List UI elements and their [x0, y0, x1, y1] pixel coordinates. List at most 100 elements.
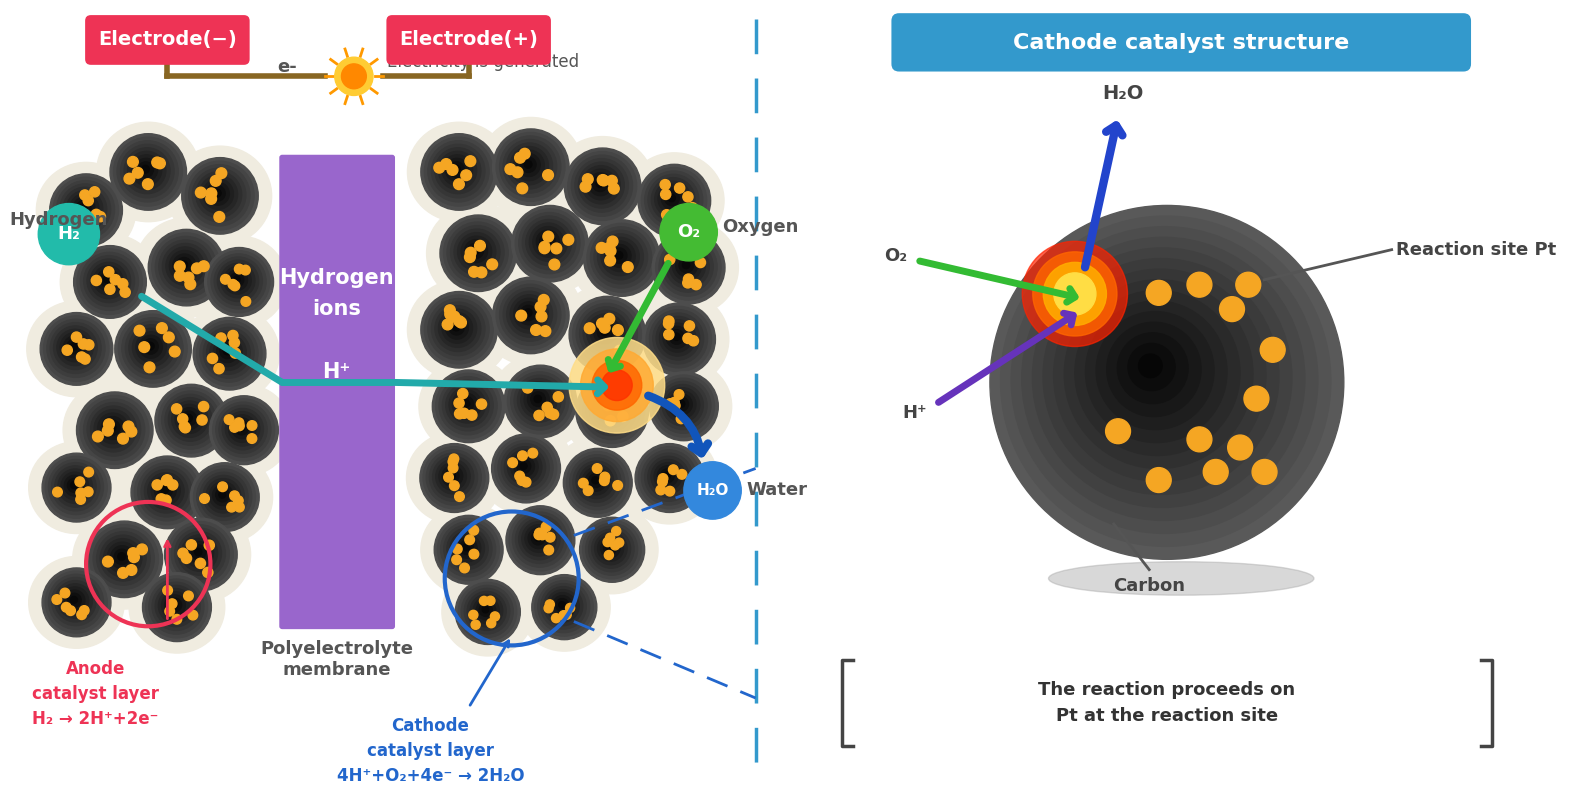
Circle shape — [477, 600, 496, 620]
Circle shape — [104, 276, 112, 283]
Circle shape — [428, 299, 490, 360]
Circle shape — [151, 233, 220, 302]
Ellipse shape — [72, 509, 176, 609]
Circle shape — [50, 174, 123, 247]
Circle shape — [57, 181, 115, 239]
Circle shape — [666, 399, 675, 408]
Circle shape — [430, 453, 477, 501]
Circle shape — [652, 232, 726, 304]
Circle shape — [645, 453, 693, 501]
Circle shape — [600, 476, 609, 486]
Text: O₂: O₂ — [885, 247, 908, 265]
Circle shape — [143, 339, 159, 354]
Circle shape — [445, 316, 469, 339]
Circle shape — [449, 312, 460, 322]
Circle shape — [634, 444, 704, 512]
Circle shape — [102, 556, 113, 567]
Circle shape — [683, 192, 693, 202]
Circle shape — [453, 534, 480, 562]
Circle shape — [584, 486, 593, 495]
Circle shape — [658, 184, 688, 213]
Circle shape — [593, 321, 617, 344]
Circle shape — [661, 210, 672, 220]
Circle shape — [658, 477, 667, 487]
Circle shape — [604, 245, 615, 257]
Circle shape — [444, 305, 455, 316]
Circle shape — [663, 241, 713, 292]
Circle shape — [1033, 252, 1118, 336]
Circle shape — [677, 249, 688, 260]
Circle shape — [68, 339, 82, 353]
Circle shape — [225, 412, 260, 446]
Circle shape — [208, 353, 217, 363]
Circle shape — [586, 169, 615, 200]
Circle shape — [664, 254, 675, 265]
Circle shape — [589, 474, 603, 487]
Ellipse shape — [135, 218, 238, 317]
Circle shape — [115, 311, 192, 387]
Circle shape — [195, 558, 206, 568]
Circle shape — [129, 552, 140, 562]
Circle shape — [603, 541, 617, 554]
Circle shape — [224, 348, 230, 355]
Circle shape — [162, 592, 189, 619]
Circle shape — [434, 516, 504, 584]
FancyBboxPatch shape — [279, 155, 395, 629]
Circle shape — [1187, 427, 1212, 452]
Circle shape — [458, 232, 496, 271]
Circle shape — [688, 336, 699, 346]
Circle shape — [83, 340, 94, 350]
Circle shape — [238, 424, 246, 431]
Circle shape — [444, 472, 453, 482]
Circle shape — [203, 567, 212, 578]
Circle shape — [667, 194, 675, 202]
Circle shape — [642, 303, 716, 376]
Circle shape — [58, 469, 93, 504]
Circle shape — [206, 479, 241, 513]
Circle shape — [664, 487, 675, 496]
Circle shape — [197, 320, 261, 386]
Circle shape — [655, 181, 691, 217]
Circle shape — [93, 431, 104, 442]
Circle shape — [143, 573, 211, 642]
Circle shape — [161, 486, 168, 493]
Circle shape — [461, 585, 513, 638]
Circle shape — [91, 406, 137, 452]
Circle shape — [135, 158, 157, 182]
Circle shape — [77, 610, 87, 620]
Circle shape — [573, 300, 642, 369]
Circle shape — [614, 538, 623, 547]
Circle shape — [559, 611, 568, 620]
Circle shape — [529, 223, 568, 261]
Circle shape — [181, 554, 192, 563]
Circle shape — [71, 596, 77, 604]
Circle shape — [655, 462, 682, 490]
Circle shape — [541, 402, 552, 412]
Circle shape — [54, 178, 118, 243]
Circle shape — [519, 212, 579, 274]
Circle shape — [688, 203, 697, 213]
Circle shape — [576, 461, 617, 503]
Ellipse shape — [408, 122, 510, 222]
Circle shape — [63, 187, 107, 231]
Circle shape — [532, 531, 545, 545]
Ellipse shape — [499, 194, 601, 294]
Text: Oxygen: Oxygen — [722, 219, 798, 236]
Circle shape — [61, 345, 72, 355]
Circle shape — [612, 526, 620, 536]
Circle shape — [206, 182, 230, 205]
Circle shape — [540, 243, 549, 253]
Circle shape — [137, 544, 148, 554]
Circle shape — [118, 553, 126, 560]
Circle shape — [592, 391, 630, 428]
Circle shape — [447, 165, 458, 175]
Circle shape — [102, 425, 113, 436]
Circle shape — [444, 219, 513, 287]
Circle shape — [565, 148, 641, 224]
Circle shape — [552, 391, 563, 402]
Circle shape — [146, 576, 208, 638]
Circle shape — [546, 590, 579, 622]
Circle shape — [203, 328, 253, 378]
Circle shape — [55, 580, 96, 622]
Circle shape — [455, 317, 466, 328]
